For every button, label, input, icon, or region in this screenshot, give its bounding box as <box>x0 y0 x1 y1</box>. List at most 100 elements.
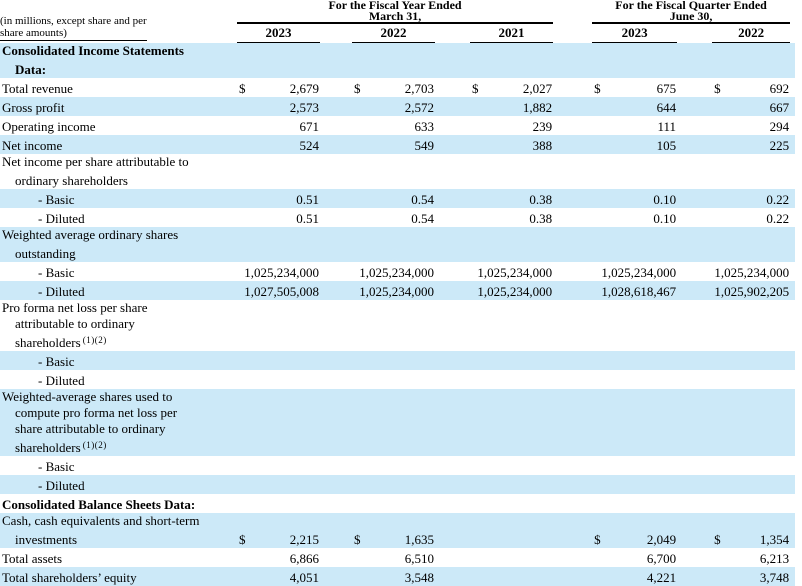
cell-value: 4,221 <box>646 569 677 585</box>
value-cell: 1,025,234,000 <box>592 262 677 281</box>
value-cell: 1,028,618,467 <box>592 280 678 300</box>
row-label: Net income <box>2 137 63 153</box>
value-cell: 1,027,505,008 <box>237 280 320 300</box>
column-gap <box>435 226 470 262</box>
cell-value: 644 <box>656 99 677 115</box>
column-gap <box>677 226 713 262</box>
table-row: - Basic <box>0 350 796 370</box>
cell-value: 1,028,618,467 <box>601 283 677 299</box>
cell-value: 294 <box>769 118 790 134</box>
dollar-sign: $ <box>714 531 721 547</box>
cell-value: 239 <box>532 118 553 134</box>
value-cell: 294 <box>712 116 790 135</box>
column-gap <box>435 78 470 97</box>
cell-value: 1,354 <box>759 531 790 547</box>
value-cell: 0.38 <box>470 188 554 208</box>
value-cell: $2,679 <box>237 78 320 97</box>
table-row: Total assets 6,866 6,510 6,700 6,213 <box>0 548 795 567</box>
column-gap <box>553 42 593 78</box>
column-gap <box>435 134 470 154</box>
table-row: - Basic 0.51 0.54 0.38 0.10 0.22 <box>0 188 796 208</box>
row-label: Weighted-average shares used to compute … <box>2 388 178 455</box>
row-right-pad <box>790 188 796 208</box>
column-gap <box>677 370 712 389</box>
column-gap <box>435 300 470 351</box>
value-cell <box>237 226 320 262</box>
column-gap <box>553 512 593 548</box>
column-gap <box>677 280 713 300</box>
row-right-pad <box>790 154 795 189</box>
dollar-sign: $ <box>239 80 246 96</box>
value-cell <box>470 42 554 78</box>
value-cell: 0.51 <box>237 208 320 227</box>
value-cell <box>712 300 790 351</box>
cell-value: 2,573 <box>289 99 319 115</box>
column-gap <box>320 188 352 208</box>
value-cell: 671 <box>237 116 320 135</box>
column-gap <box>677 116 712 135</box>
row-right-pad <box>790 208 795 227</box>
value-cell <box>470 494 553 513</box>
cell-value: 111 <box>657 118 677 134</box>
value-cell <box>470 456 553 475</box>
units-note-cell: (in millions, except share and per share… <box>0 0 237 43</box>
cell-value: 0.38 <box>529 191 553 207</box>
column-gap <box>320 456 352 475</box>
column-gap <box>320 116 352 135</box>
column-gap <box>677 388 713 456</box>
row-right-pad <box>790 512 796 548</box>
value-cell <box>352 300 435 351</box>
value-cell: 6,510 <box>352 548 435 567</box>
row-label: Consolidated Income Statements Data: <box>2 42 184 77</box>
value-cell <box>470 548 553 567</box>
table-row: - Diluted 1,027,505,008 1,025,234,000 1,… <box>0 280 796 300</box>
column-gap <box>677 262 712 281</box>
cell-value: 0.10 <box>653 210 677 226</box>
value-cell <box>592 474 678 494</box>
row-label: Net income per share attributable to ord… <box>2 153 189 188</box>
value-cell: 3,748 <box>712 566 791 586</box>
cell-value: 1,635 <box>404 531 434 547</box>
row-label-cell: - Diluted <box>0 370 237 389</box>
column-gap <box>320 154 352 189</box>
row-right-pad <box>790 456 795 475</box>
dollar-sign: $ <box>714 80 721 96</box>
column-gap <box>553 226 593 262</box>
cell-value: 1,025,234,000 <box>359 283 434 299</box>
value-cell <box>352 456 435 475</box>
value-cell: $2,703 <box>352 78 435 97</box>
column-gap <box>553 388 593 456</box>
header-gap <box>553 23 592 43</box>
column-gap <box>553 494 592 513</box>
value-cell: $2,027 <box>470 78 553 97</box>
column-gap <box>677 494 712 513</box>
value-cell <box>352 350 435 370</box>
table-row: - Diluted 0.51 0.54 0.38 0.10 0.22 <box>0 208 795 227</box>
value-cell: $2,049 <box>592 512 678 548</box>
column-gap <box>553 262 592 281</box>
row-right-pad <box>790 78 795 97</box>
cell-value: 2,572 <box>404 99 434 115</box>
table-row: - Basic 1,025,234,000 1,025,234,000 1,02… <box>0 262 795 281</box>
column-gap <box>320 370 352 389</box>
row-label-cell: Weighted average ordinary shares outstan… <box>0 226 237 262</box>
cell-value: 1,025,234,000 <box>359 264 434 280</box>
cell-value: 4,051 <box>289 569 319 585</box>
table-header: (in millions, except share and per share… <box>0 0 795 43</box>
column-gap <box>677 512 713 548</box>
column-gap <box>435 96 470 116</box>
column-gap <box>677 42 713 78</box>
value-cell: $692 <box>712 78 790 97</box>
column-gap <box>320 474 352 494</box>
row-label-cell: Total revenue <box>0 78 237 97</box>
value-cell <box>592 154 677 189</box>
value-cell <box>352 388 435 456</box>
column-gap <box>435 42 470 78</box>
value-cell <box>592 42 678 78</box>
column-gap <box>553 208 592 227</box>
column-gap <box>435 350 470 370</box>
row-label: - Basic <box>38 191 75 207</box>
column-gap <box>677 134 713 154</box>
row-label-cell: Pro forma net loss per share attributabl… <box>0 300 237 351</box>
value-cell: 1,025,234,000 <box>237 262 320 281</box>
